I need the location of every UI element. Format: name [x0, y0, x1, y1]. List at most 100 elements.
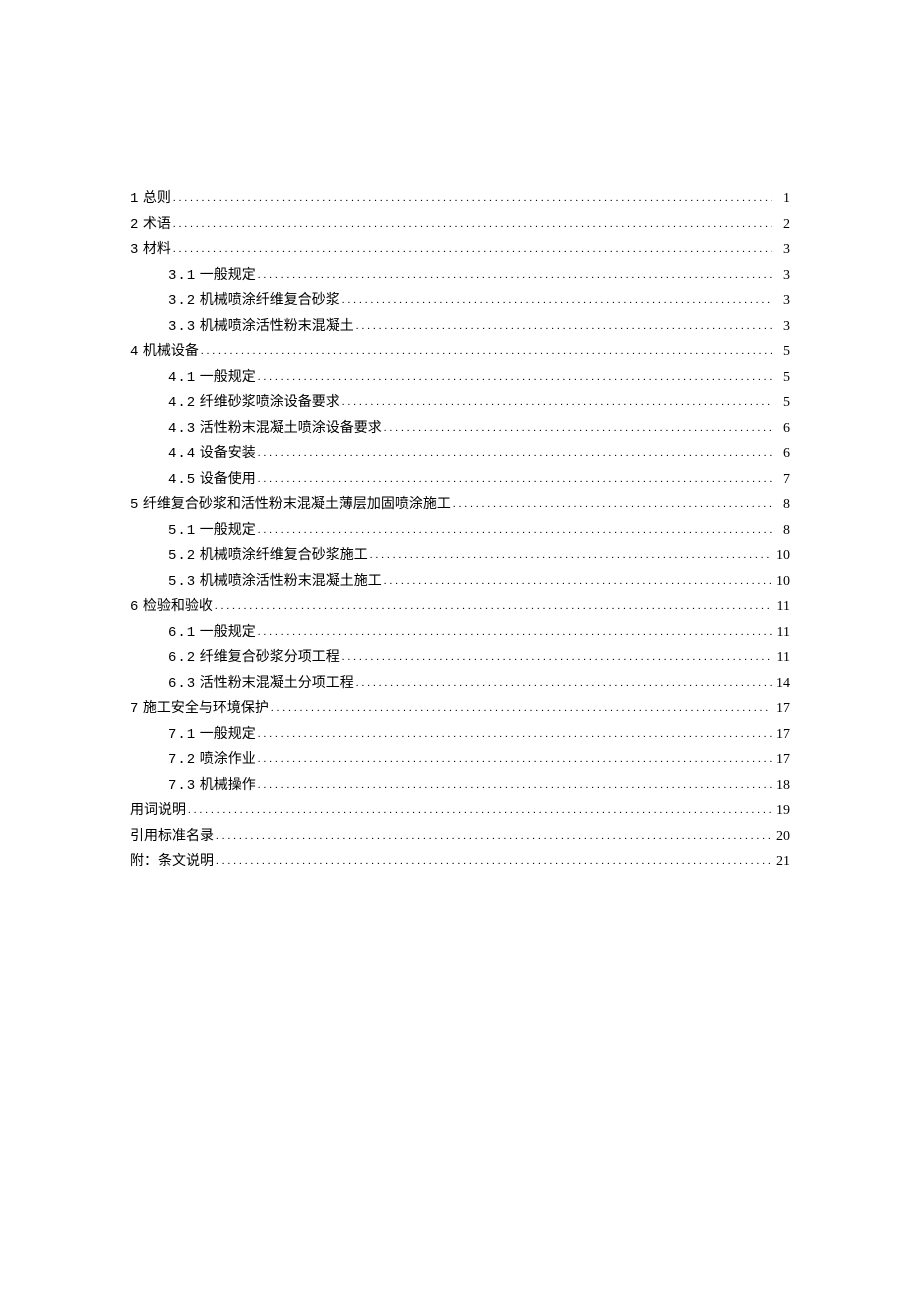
toc-entry-label: 用词说明: [130, 797, 186, 825]
toc-entry-number: 6.1: [168, 625, 196, 641]
toc-entry-title: 附：条文说明: [130, 854, 214, 869]
toc-row: 2 术语 2: [130, 211, 790, 237]
toc-page-number: 5: [772, 338, 790, 366]
toc-leader-dots: [256, 264, 772, 286]
toc-entry-title: 一般规定: [196, 268, 256, 283]
toc-entry-number: 5.2: [168, 548, 196, 564]
toc-entry-number: 6.2: [168, 650, 196, 666]
toc-row: 7.2 喷涂作业 17: [130, 746, 790, 772]
toc-leader-dots: [269, 697, 772, 719]
toc-entry-label: 附：条文说明: [130, 848, 214, 876]
toc-page-number: 17: [772, 746, 790, 774]
toc-entry-label: 4 机械设备: [130, 338, 199, 366]
toc-leader-dots: [256, 621, 772, 643]
toc-entry-label: 6.2 纤维复合砂浆分项工程: [168, 644, 340, 672]
toc-entry-title: 一般规定: [196, 370, 256, 385]
toc-row: 6 检验和验收 11: [130, 593, 790, 619]
toc-entry-number: 4: [130, 344, 139, 360]
toc-entry-label: 1 总则: [130, 185, 171, 213]
toc-entry-label: 引用标准名录: [130, 823, 214, 851]
toc-leader-dots: [171, 187, 772, 209]
toc-entry-label: 2 术语: [130, 211, 171, 239]
toc-entry-number: 6: [130, 599, 139, 615]
toc-entry-number: 5.3: [168, 574, 196, 590]
toc-entry-number: 7.2: [168, 752, 196, 768]
toc-page-number: 11: [772, 619, 790, 647]
toc-entry-label: 4.2 纤维砂浆喷涂设备要求: [168, 389, 340, 417]
toc-entry-label: 7.2 喷涂作业: [168, 746, 256, 774]
toc-page-number: 11: [772, 593, 790, 621]
toc-entry-label: 4.4 设备安装: [168, 440, 256, 468]
toc-row: 3.2 机械喷涂纤维复合砂浆3: [130, 287, 790, 313]
toc-entry-title: 机械喷涂纤维复合砂浆施工: [196, 548, 368, 563]
toc-entry-title: 机械设备: [139, 344, 199, 359]
toc-entry-title: 施工安全与环境保护: [139, 701, 269, 716]
toc-leader-dots: [256, 748, 772, 770]
toc-leader-dots: [451, 493, 772, 515]
toc-row: 4 机械设备 5: [130, 338, 790, 364]
toc-page-number: 5: [772, 389, 790, 417]
toc-entry-title: 纤维复合砂浆分项工程: [196, 650, 340, 665]
toc-entry-number: 5.1: [168, 523, 196, 539]
toc-leader-dots: [382, 570, 772, 592]
toc-entry-number: 4.5: [168, 472, 196, 488]
toc-page-number: 8: [772, 517, 790, 545]
toc-page-number: 18: [772, 772, 790, 800]
toc-entry-label: 7.3 机械操作: [168, 772, 256, 800]
toc-page-number: 14: [772, 670, 790, 698]
toc-page-number: 5: [772, 364, 790, 392]
toc-row: 4.5 设备使用7: [130, 466, 790, 492]
toc-row: 6.2 纤维复合砂浆分项工程11: [130, 644, 790, 670]
toc-entry-number: 7.3: [168, 778, 196, 794]
toc-page-number: 19: [772, 797, 790, 825]
toc-page-number: 3: [772, 313, 790, 341]
toc-page-number: 10: [772, 542, 790, 570]
toc-row: 7.3 机械操作 18: [130, 772, 790, 798]
toc-row: 4.3 活性粉末混凝土喷涂设备要求6: [130, 415, 790, 441]
toc-row: 4.1 一般规定 5: [130, 364, 790, 390]
toc-leader-dots: [256, 519, 772, 541]
toc-row: 7.1 一般规定 17: [130, 721, 790, 747]
toc-page-number: 2: [772, 211, 790, 239]
toc-entry-number: 4.3: [168, 421, 196, 437]
toc-row: 7 施工安全与环境保护 17: [130, 695, 790, 721]
toc-entry-label: 3 材料: [130, 236, 171, 264]
toc-leader-dots: [382, 417, 772, 439]
toc-entry-number: 1: [130, 191, 139, 207]
toc-leader-dots: [340, 391, 772, 413]
toc-leader-dots: [171, 213, 772, 235]
toc-leader-dots: [171, 238, 772, 260]
toc-row: 4.2 纤维砂浆喷涂设备要求 5: [130, 389, 790, 415]
toc-entry-title: 机械操作: [196, 778, 256, 793]
toc-row: 3.3 机械喷涂活性粉末混凝土3: [130, 313, 790, 339]
toc-entry-label: 7.1 一般规定: [168, 721, 256, 749]
toc-page-number: 10: [772, 568, 790, 596]
toc-entry-number: 7: [130, 701, 139, 717]
toc-entry-title: 喷涂作业: [196, 752, 256, 767]
toc-page-number: 17: [772, 721, 790, 749]
table-of-contents: 1 总则12 术语23 材料33.1 一般规定33.2 机械喷涂纤维复合砂浆33…: [130, 185, 790, 874]
toc-page-number: 17: [772, 695, 790, 723]
toc-entry-label: 5.1 一般规定: [168, 517, 256, 545]
toc-entry-title: 引用标准名录: [130, 829, 214, 844]
toc-entry-title: 用词说明: [130, 803, 186, 818]
toc-entry-label: 6.1 一般规定: [168, 619, 256, 647]
toc-entry-label: 6 检验和验收: [130, 593, 213, 621]
toc-leader-dots: [213, 595, 772, 617]
toc-leader-dots: [256, 468, 772, 490]
toc-entry-title: 机械喷涂活性粉末混凝土施工: [196, 574, 382, 589]
toc-row: 6.3 活性粉末混凝土分项工程 14: [130, 670, 790, 696]
toc-leader-dots: [214, 850, 772, 872]
toc-entry-number: 4.1: [168, 370, 196, 386]
toc-row: 5 纤维复合砂浆和活性粉末混凝土薄层加固喷涂施工8: [130, 491, 790, 517]
toc-entry-label: 6.3 活性粉末混凝土分项工程: [168, 670, 354, 698]
toc-row: 5.1 一般规定 8: [130, 517, 790, 543]
toc-entry-title: 一般规定: [196, 727, 256, 742]
toc-page-number: 20: [772, 823, 790, 851]
toc-leader-dots: [256, 723, 772, 745]
toc-page-number: 3: [772, 236, 790, 264]
toc-entry-title: 一般规定: [196, 625, 256, 640]
toc-row: 5.3 机械喷涂活性粉末混凝土施工 10: [130, 568, 790, 594]
toc-leader-dots: [256, 366, 772, 388]
toc-page-number: 8: [772, 491, 790, 519]
